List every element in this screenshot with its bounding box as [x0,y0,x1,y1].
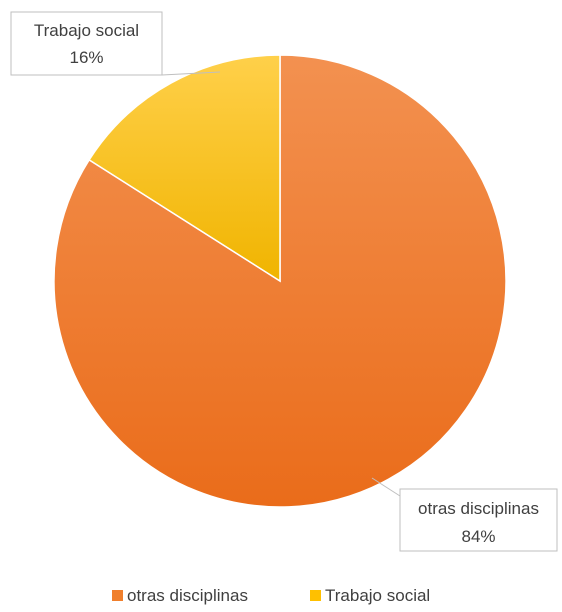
data-label-trabajo-social: Trabajo social 16% [10,11,163,76]
data-label-otras-disciplinas-value: 84% [461,527,495,546]
leader-line-otras-disciplinas [371,477,401,497]
legend-swatch-trabajo-social [310,590,321,601]
legend-swatch-otras-disciplinas [112,590,123,601]
data-label-trabajo-social-value: 16% [69,48,103,67]
data-label-otras-disciplinas: otras disciplinas 84% [399,488,558,552]
pie-slice-trabajo-social [88,54,281,283]
pie-slices [53,54,507,508]
legend-label-otras-disciplinas: otras disciplinas [127,586,248,605]
data-label-otras-disciplinas-name: otras disciplinas [418,499,539,518]
legend: otras disciplinas Trabajo social [112,586,430,605]
data-label-trabajo-social-name: Trabajo social [34,21,139,40]
leader-line-trabajo-social [161,71,221,76]
legend-label-trabajo-social: Trabajo social [325,586,430,605]
